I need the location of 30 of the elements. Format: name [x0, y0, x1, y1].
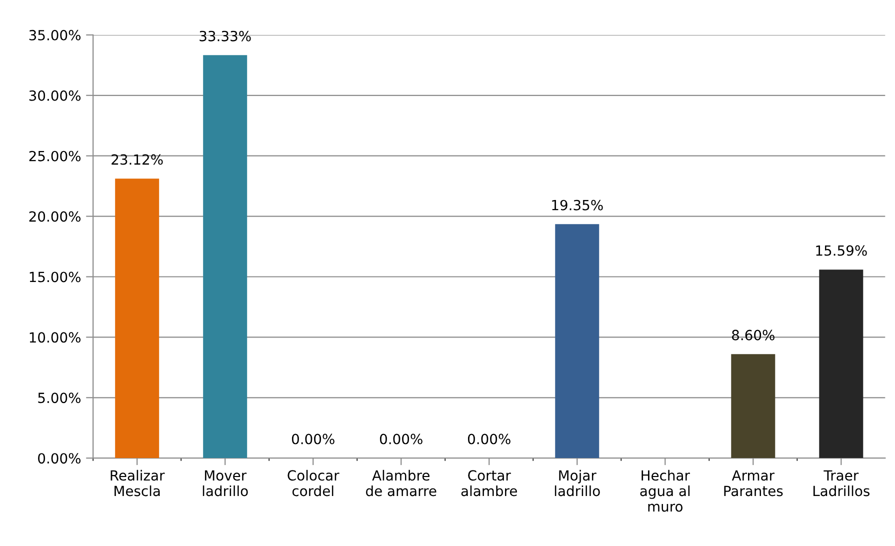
y-tick-label: 25.00% — [29, 150, 81, 162]
x-tick-label: Colocar cordel — [288, 470, 340, 496]
x-tick-label: Cortar alambre — [461, 470, 517, 496]
data-label: 19.35% — [552, 200, 603, 210]
bar — [203, 55, 248, 458]
y-tick-label: 0.00% — [38, 453, 81, 464]
x-tick-label: Traer Ladrillos — [813, 470, 870, 496]
y-tick-label: 10.00% — [30, 332, 81, 343]
bar — [819, 270, 864, 458]
data-label: 23.12% — [112, 154, 163, 165]
y-tick-label: 20.00% — [29, 211, 81, 222]
y-tick-label: 5.00% — [38, 392, 81, 404]
y-tick-label: 30.00% — [29, 90, 81, 101]
data-label: 0.00% — [468, 434, 510, 444]
data-label: 33.33% — [200, 30, 251, 42]
data-label: 0.00% — [380, 434, 422, 444]
x-tick-label: Mover ladrillo — [202, 470, 248, 496]
bar — [731, 354, 776, 458]
y-tick-label: 35.00% — [29, 30, 81, 40]
x-tick-label: Armar Parantes — [724, 470, 783, 496]
data-label: 8.60% — [732, 330, 774, 340]
x-tick-label: Mojar ladrillo — [554, 470, 600, 496]
bar — [555, 224, 600, 458]
x-tick-label: Hechar agua al muro — [640, 470, 690, 512]
x-tick-label: Realizar Mescla — [110, 470, 165, 496]
x-tick-label: Alambre de amarre — [366, 470, 436, 496]
bar — [115, 178, 160, 458]
y-tick-label: 15.00% — [30, 272, 81, 282]
data-label: 15.59% — [816, 245, 867, 256]
data-label: 0.00% — [292, 434, 334, 444]
